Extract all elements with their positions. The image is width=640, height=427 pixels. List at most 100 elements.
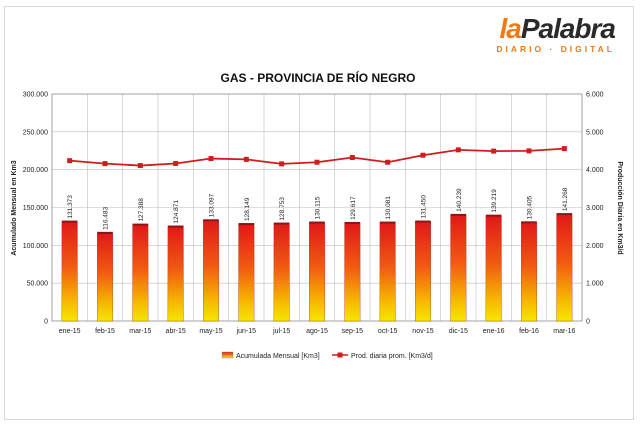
logo-la: la [499,13,521,44]
y2-tick-label: 5.000 [586,129,604,136]
y-tick-label: 250.000 [23,129,48,136]
bar-value-label: 133.097 [209,193,216,217]
line-point [385,159,391,165]
y-tick-label: 300.000 [23,92,48,99]
line-point [314,159,320,165]
y-axis-label: Acumulado Mensual en Km3 [11,160,18,255]
bar-value-label: 139.219 [491,189,498,213]
line-point [208,156,214,162]
x-tick-label: oct-15 [378,328,398,335]
bar-value-label: 130.405 [527,195,534,219]
y2-tick-label: 0 [586,319,590,326]
tick-layer: 0 0 50.000 1.000 100.000 2.000 150.000 3.000 200… [23,92,604,336]
bar-layer: 131.373 116.483 127.388 124.871 133.097 128.1… [61,187,573,322]
bar-ene-15 [61,221,78,322]
y2-tick-label: 3.000 [586,205,604,212]
bar-jul-15 [273,223,290,322]
bar-value-label: 128.149 [244,197,251,221]
x-tick-label: nov-15 [412,328,434,335]
y-tick-label: 0 [44,319,48,326]
bar-value-label: 130.081 [385,196,392,220]
line-point [349,155,355,161]
bar-oct-15 [379,222,396,322]
bar-value-label: 131.450 [421,195,428,219]
x-tick-label: ene-16 [483,328,505,335]
logo-palabra: Palabra [520,13,616,44]
bar-cap [167,225,184,228]
bar-cap [309,221,325,224]
x-tick-label: jun-15 [236,328,257,335]
y2-tick-label: 1.000 [586,281,604,288]
bar-cap [61,220,78,223]
x-tick-label: dic-15 [449,328,468,335]
x-tick-label: jul-15 [272,328,290,335]
chart-frame: laPalabra DIARIO · DIGITAL [4,6,634,420]
logo-tagline: DIARIO · DIGITAL [496,44,615,54]
bar-value-label: 131.373 [67,195,74,219]
line-point [102,161,108,167]
line-point [491,148,497,154]
x-tick-label: mar-15 [129,328,151,335]
bar-value-label: 128.753 [279,197,286,221]
bar-cap [379,221,396,224]
bar-mar-16 [556,213,573,322]
line-point [420,152,426,158]
y2-tick-label: 4.000 [586,167,604,174]
legend-swatch-bar [221,351,234,359]
x-tick-label: abr-15 [166,328,186,335]
bar-cap [238,223,255,226]
chart-title: GAS - PROVINCIA DE RÍO NEGRO [221,70,416,85]
line-point [526,148,532,154]
bar-feb-16 [521,222,537,322]
x-tick-label: may-15 [199,328,222,335]
y2-axis-label: Producción Diaria en Km3/d [616,161,623,254]
y2-tick-label: 2.000 [586,243,604,250]
bar-cap [415,220,431,223]
bar-feb-15 [97,232,113,322]
bar-ene-16 [485,215,502,322]
bar-cap [521,221,537,224]
bar-abr-15 [167,226,184,322]
line-point [173,161,179,167]
line-point [279,161,285,167]
y-tick-label: 200.000 [23,167,48,174]
x-tick-label: mar-16 [553,328,575,335]
x-tick-label: feb-15 [95,328,115,335]
legend-label-bar: Acumulada Mensual [Km3] [236,353,320,360]
y-tick-label: 150.000 [23,205,48,212]
bar-value-label: 124.871 [173,200,180,224]
bar-cap [203,219,219,222]
bar-cap [344,221,361,224]
bar-nov-15 [415,221,431,322]
line-point [67,158,73,164]
bar-value-label: 140.239 [456,188,463,212]
bar-value-label: 141.268 [562,187,569,211]
legend: Acumulada Mensual [Km3] Prod. diaria pro… [221,351,433,360]
bar-cap [273,222,290,225]
bar-cap [97,231,113,234]
y-tick-label: 50.000 [27,281,49,288]
legend-swatch-marker [337,352,343,358]
bar-value-label: 127.388 [138,198,145,222]
bar-cap [132,223,149,226]
bar-cap [556,213,573,216]
x-tick-label: sep-15 [342,328,364,335]
bar-value-label: 129.617 [350,196,357,220]
bar-sep-15 [344,222,361,322]
x-tick-label: ago-15 [306,328,328,335]
y2-tick-label: 6.000 [586,92,604,99]
line-layer [67,146,567,169]
bar-value-label: 130.115 [315,196,322,219]
bar-ago-15 [309,222,325,322]
line-point [561,146,567,152]
x-tick-label: ene-15 [59,328,81,335]
x-tick-label: feb-16 [519,328,539,335]
line-point [243,156,249,162]
bar-may-15 [203,220,219,322]
bar-mar-15 [132,224,149,322]
line-point [455,147,461,153]
bar-value-label: 116.483 [103,206,110,229]
bar-cap [450,213,467,216]
bar-jun-15 [238,223,255,322]
